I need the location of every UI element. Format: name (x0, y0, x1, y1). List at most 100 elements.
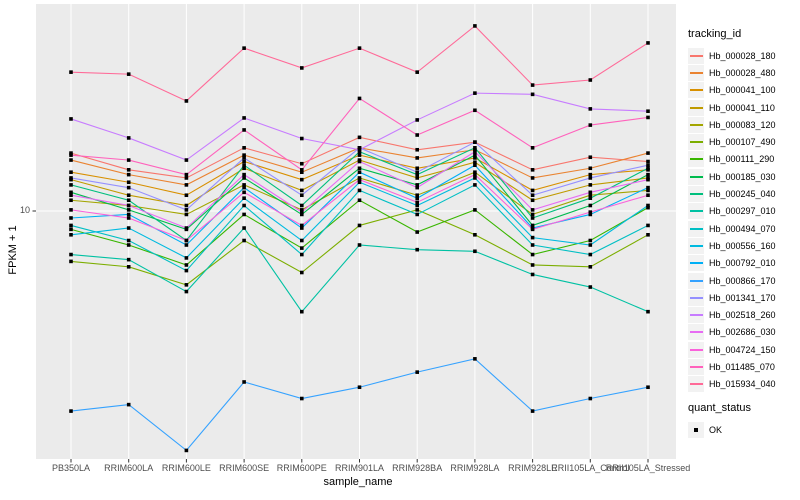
data-point (300, 270, 304, 275)
data-point (357, 135, 362, 140)
data-point (530, 146, 535, 150)
data-point (126, 226, 131, 230)
black-square-point-icon (694, 427, 698, 432)
legend-key (688, 324, 704, 341)
data-point (126, 172, 131, 177)
panel-background (36, 4, 676, 459)
data-point (242, 163, 246, 168)
legend-entry-label: Hb_000107_490 (709, 137, 776, 148)
legend-entry-Hb_000792_010: Hb_000792_010 (688, 255, 800, 272)
data-point (126, 185, 131, 190)
data-point (126, 193, 131, 198)
data-point (415, 370, 419, 374)
series-color-line-icon (689, 89, 703, 92)
data-point (646, 115, 650, 120)
legend-key (688, 237, 704, 254)
legend-key (688, 289, 704, 306)
series-color-line-icon (689, 71, 703, 74)
data-point (126, 216, 131, 220)
legend-entry-label: Hb_011485_070 (709, 361, 775, 372)
data-point (300, 212, 304, 217)
legend-key (688, 99, 704, 116)
data-point (415, 147, 419, 152)
data-point (242, 153, 246, 157)
data-point (646, 172, 650, 177)
data-point (415, 172, 419, 177)
legend-entry-label: Hb_000185_030 (709, 171, 776, 182)
legend-entry-Hb_011485_070: Hb_011485_070 (688, 358, 800, 375)
data-point (126, 158, 131, 162)
data-point (530, 208, 535, 212)
data-point (300, 161, 304, 166)
data-point (184, 289, 189, 294)
data-point (415, 133, 419, 137)
data-point (530, 216, 535, 220)
series-color-line-icon (689, 348, 703, 351)
legend-key (688, 64, 704, 81)
data-point (357, 243, 362, 247)
data-point (300, 246, 304, 250)
data-point (473, 170, 477, 175)
data-point (69, 117, 73, 121)
data-point (357, 146, 362, 150)
legend-key (688, 47, 704, 64)
data-point (646, 41, 650, 45)
x-tick-label-RRIM600LE: RRIM600LE (161, 463, 211, 473)
data-point (646, 159, 650, 164)
series-color-line-icon (689, 314, 703, 317)
data-point (415, 185, 419, 190)
data-point (588, 107, 593, 111)
legend-entry-Hb_002686_030: Hb_002686_030 (688, 324, 800, 341)
legend-tracking-entries: Hb_000028_180 Hb_000028_480 Hb_000041_100 H… (688, 47, 800, 393)
series-color-line-icon (689, 296, 703, 299)
data-point (588, 238, 593, 243)
legend-entry-Hb_000028_180: Hb_000028_180 (688, 47, 800, 64)
legend-entry-Hb_000041_100: Hb_000041_100 (688, 82, 800, 99)
data-point (646, 385, 650, 390)
data-point (300, 210, 304, 214)
data-point (415, 193, 419, 198)
data-point (242, 190, 246, 195)
data-point (473, 149, 477, 154)
data-point (357, 149, 362, 154)
data-point (184, 99, 189, 103)
legend-entry-Hb_000494_070: Hb_000494_070 (688, 220, 800, 237)
legend-key (688, 307, 704, 324)
data-point (588, 155, 593, 160)
data-point (69, 153, 73, 157)
data-point (184, 172, 189, 177)
data-point (184, 208, 189, 212)
data-point (242, 226, 246, 230)
data-point (473, 208, 477, 212)
data-point (184, 176, 189, 180)
legend-key (688, 341, 704, 358)
data-point (588, 196, 593, 201)
data-point (242, 183, 246, 187)
data-point (242, 172, 246, 177)
data-point (357, 153, 362, 157)
data-point (184, 183, 189, 187)
legend-entry-Hb_015934_040: Hb_015934_040 (688, 376, 800, 393)
data-point (69, 193, 73, 198)
data-point (357, 223, 362, 228)
legend-entry-Hb_000028_480: Hb_000028_480 (688, 64, 800, 81)
legend-entry-label: Hb_002686_030 (709, 327, 776, 338)
data-point (126, 180, 131, 185)
x-tick-label-RRIM928LA: RRIM928LA (450, 463, 500, 473)
data-point (588, 193, 593, 198)
series-color-line-icon (689, 365, 703, 368)
legend-entry-label: Hb_000083_120 (709, 119, 776, 130)
series-color-line-icon (689, 175, 703, 178)
data-point (69, 259, 73, 264)
data-point (588, 265, 593, 269)
data-point (473, 153, 477, 157)
data-point (69, 223, 73, 228)
legend-key (688, 272, 704, 289)
data-point (242, 46, 246, 50)
data-point (415, 166, 419, 171)
data-point (473, 357, 477, 361)
data-point (415, 170, 419, 175)
legend-entry-Hb_000245_040: Hb_000245_040 (688, 185, 800, 203)
x-tick-label-PB350LA: PB350LA (51, 463, 91, 473)
